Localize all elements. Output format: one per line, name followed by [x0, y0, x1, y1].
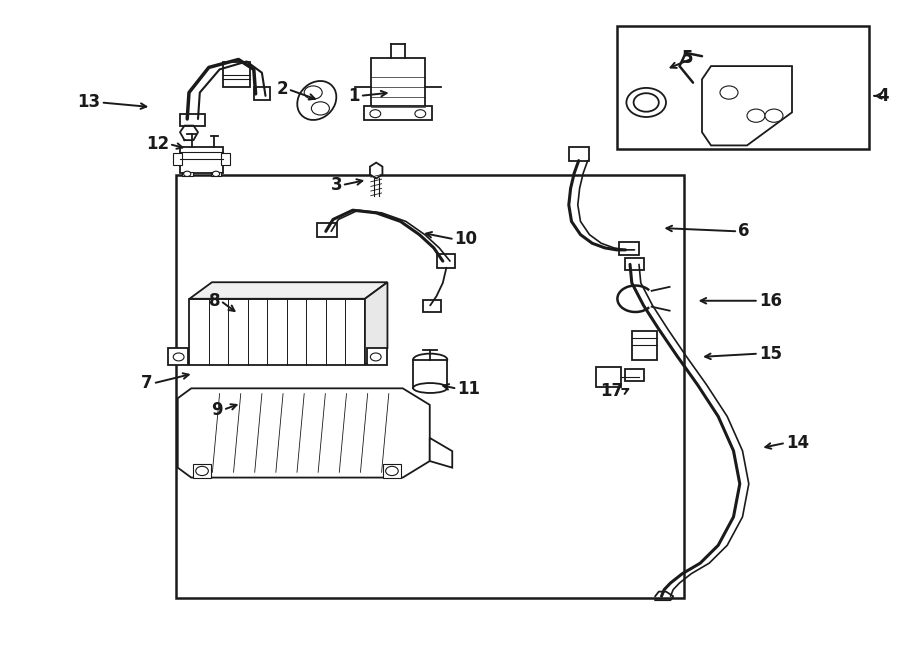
Bar: [371, 58, 425, 107]
Bar: [194, 464, 211, 477]
Bar: [616, 26, 868, 149]
Text: 11: 11: [457, 379, 481, 398]
Text: 15: 15: [759, 344, 782, 363]
Circle shape: [634, 93, 659, 112]
Text: 13: 13: [77, 93, 101, 112]
Bar: [569, 147, 589, 161]
Text: 4: 4: [878, 87, 889, 105]
Circle shape: [720, 86, 738, 99]
Bar: [625, 369, 644, 381]
Polygon shape: [365, 282, 387, 365]
Circle shape: [212, 171, 220, 176]
Text: 3: 3: [330, 176, 342, 194]
Ellipse shape: [413, 383, 447, 393]
Circle shape: [385, 467, 398, 476]
Circle shape: [370, 110, 381, 118]
Bar: [182, 172, 193, 176]
Text: 17: 17: [600, 382, 624, 401]
Bar: [180, 114, 205, 126]
Bar: [364, 106, 432, 120]
Ellipse shape: [413, 354, 447, 366]
Polygon shape: [189, 282, 387, 299]
Circle shape: [626, 88, 666, 117]
Bar: [383, 464, 401, 477]
Circle shape: [415, 110, 426, 118]
Bar: [180, 147, 223, 173]
Text: 9: 9: [212, 401, 223, 419]
Circle shape: [304, 86, 322, 99]
Bar: [167, 348, 187, 365]
Bar: [223, 62, 250, 87]
Circle shape: [184, 171, 191, 176]
Text: 16: 16: [759, 292, 782, 310]
Polygon shape: [178, 389, 430, 477]
Bar: [173, 153, 182, 165]
Bar: [596, 367, 621, 387]
Text: 12: 12: [146, 135, 169, 153]
Circle shape: [371, 353, 382, 361]
Polygon shape: [430, 438, 453, 468]
Ellipse shape: [297, 81, 337, 120]
Text: 8: 8: [209, 292, 220, 310]
Text: 14: 14: [786, 434, 809, 452]
Text: 1: 1: [348, 87, 360, 105]
Bar: [367, 348, 387, 365]
Text: 10: 10: [454, 230, 478, 249]
Text: 2: 2: [276, 80, 288, 98]
Circle shape: [311, 102, 329, 115]
Bar: [423, 300, 441, 312]
Bar: [437, 254, 455, 268]
Text: 6: 6: [738, 222, 750, 241]
Bar: [221, 153, 230, 165]
Bar: [625, 258, 644, 270]
Bar: [413, 360, 447, 388]
Circle shape: [196, 467, 209, 476]
Bar: [176, 175, 684, 598]
Text: 5: 5: [681, 49, 693, 67]
Bar: [254, 87, 270, 100]
Circle shape: [765, 109, 783, 122]
Bar: [189, 299, 364, 365]
Bar: [211, 172, 221, 176]
Bar: [632, 330, 657, 360]
Text: 7: 7: [141, 374, 153, 393]
Circle shape: [173, 353, 184, 361]
Bar: [619, 242, 639, 255]
Circle shape: [747, 109, 765, 122]
Bar: [317, 223, 337, 237]
Polygon shape: [370, 163, 382, 178]
Polygon shape: [702, 66, 792, 145]
